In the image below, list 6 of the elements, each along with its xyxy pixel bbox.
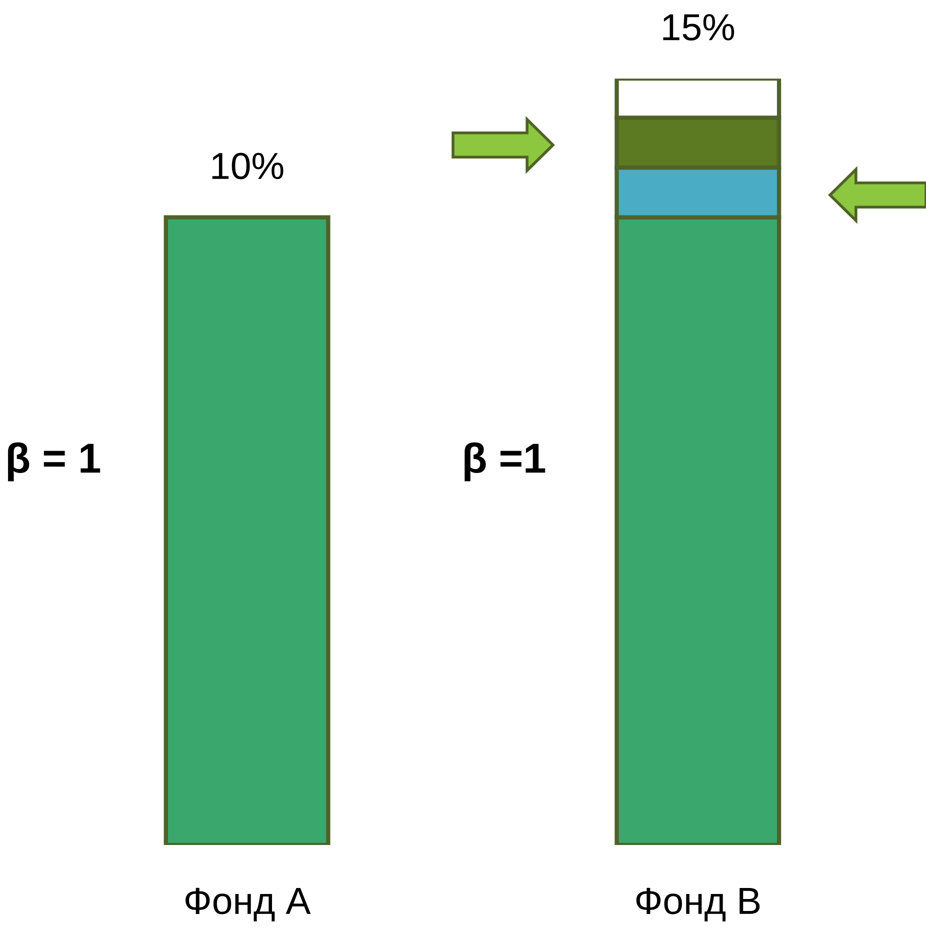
annotation: β = 1 [8, 442, 100, 482]
x-tick-label: Фонд А [186, 888, 311, 922]
annotation: β =1 [464, 442, 546, 482]
annotation: 15% [663, 14, 734, 41]
annotation: 10% [212, 152, 284, 180]
x-tick-label: Фонд В [636, 888, 760, 922]
